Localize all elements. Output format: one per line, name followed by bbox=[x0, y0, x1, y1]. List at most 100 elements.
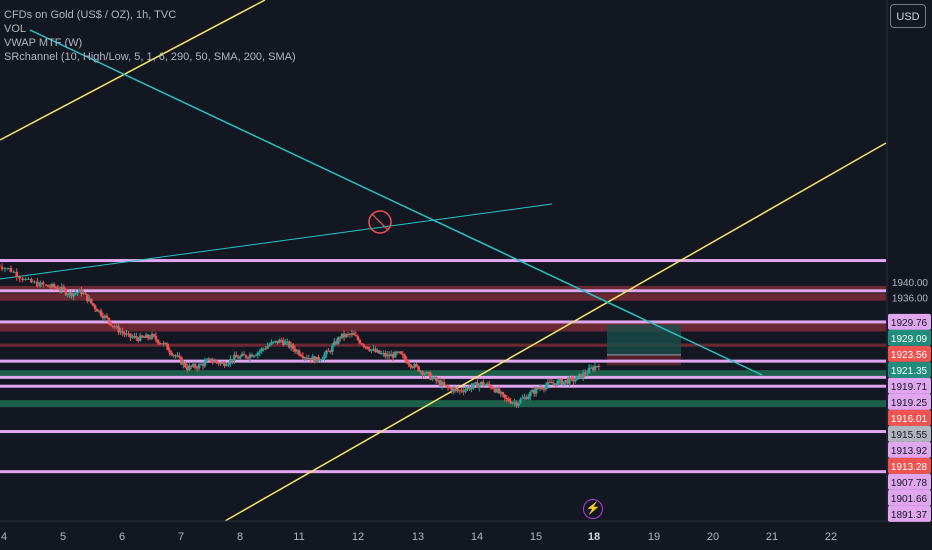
candle-down bbox=[280, 339, 283, 341]
price-label-bg bbox=[888, 345, 931, 362]
price-label: 1916.01 bbox=[891, 414, 928, 425]
x-tick-label: 6 bbox=[119, 531, 125, 543]
candle-up bbox=[513, 402, 516, 404]
candle-up bbox=[270, 342, 273, 345]
x-tick-label: 5 bbox=[60, 531, 66, 543]
candle-down bbox=[346, 334, 350, 336]
candle-down bbox=[168, 350, 171, 353]
candle-down bbox=[554, 383, 558, 386]
candle-up bbox=[530, 390, 534, 393]
trendline-cyan-rising[interactable] bbox=[0, 203, 553, 280]
candle-up bbox=[311, 356, 315, 361]
candle-up bbox=[587, 367, 591, 374]
x-axis[interactable]: 4 5 6 7 8 11 12 13 14 15 18 19 20 21 22 bbox=[0, 520, 932, 543]
candle-up bbox=[389, 354, 393, 357]
candle-down bbox=[105, 315, 109, 318]
trendline-yellow-lower[interactable] bbox=[224, 142, 887, 522]
candle-down bbox=[178, 355, 181, 358]
candle-down bbox=[532, 390, 536, 394]
candle-up bbox=[50, 284, 54, 288]
price-label-bg bbox=[888, 313, 931, 330]
candle-up bbox=[274, 340, 277, 342]
candle-up bbox=[511, 402, 514, 404]
candle-down bbox=[427, 371, 430, 373]
candle-down bbox=[146, 334, 150, 338]
candle-up bbox=[397, 351, 401, 353]
candle-down bbox=[597, 366, 601, 368]
indicator-srchannel[interactable]: SRchannel (10, High/Low, 5, 1, 6, 290, 5… bbox=[4, 51, 296, 63]
candle-down bbox=[550, 382, 554, 384]
candle-down bbox=[566, 379, 569, 384]
candle-down bbox=[329, 351, 332, 353]
candle-down bbox=[489, 385, 493, 389]
candle-down bbox=[154, 335, 158, 340]
price-label: 1929.76 bbox=[891, 318, 928, 329]
candle-down bbox=[136, 338, 140, 342]
indicator-vwap[interactable]: VWAP MTF (W) bbox=[4, 37, 83, 49]
candles-layer bbox=[0, 263, 601, 409]
candle-down bbox=[62, 286, 66, 290]
zones-layer bbox=[0, 285, 886, 408]
candle-up bbox=[229, 358, 232, 364]
candle-down bbox=[395, 351, 399, 353]
candle-down bbox=[158, 343, 162, 345]
candle-up bbox=[125, 333, 128, 335]
candle-up bbox=[332, 341, 336, 346]
candle-down bbox=[442, 382, 446, 385]
candle-up bbox=[213, 360, 217, 362]
candle-up bbox=[474, 382, 477, 384]
candle-up bbox=[466, 387, 469, 390]
candle-down bbox=[540, 387, 544, 389]
candle-up bbox=[38, 282, 42, 287]
candle-down bbox=[164, 342, 168, 344]
candle-down bbox=[317, 356, 320, 361]
trendline-cyan-falling[interactable] bbox=[29, 29, 763, 376]
candle-up bbox=[478, 384, 481, 388]
candle-down bbox=[18, 277, 21, 279]
candle-up bbox=[303, 357, 307, 359]
candle-down bbox=[358, 339, 362, 344]
candle-down bbox=[111, 325, 115, 327]
trade-target-area[interactable] bbox=[607, 324, 681, 355]
candle-down bbox=[481, 381, 485, 386]
trendlines-layer[interactable] bbox=[0, 0, 887, 522]
x-tick-label: 14 bbox=[471, 531, 483, 543]
x-tick-label: 15 bbox=[530, 531, 542, 543]
candle-up bbox=[321, 358, 324, 360]
symbol-title[interactable]: CFDs on Gold (US$ / OZ), 1h, TVC bbox=[4, 9, 177, 21]
x-tick-label: 4 bbox=[1, 531, 7, 543]
x-tick-label: 20 bbox=[707, 531, 719, 543]
candle-up bbox=[589, 367, 593, 369]
price-label-bg bbox=[888, 489, 931, 506]
lightning-icon[interactable]: ⚡ bbox=[583, 499, 603, 519]
candle-up bbox=[150, 334, 154, 339]
trendline-yellow-upper[interactable] bbox=[0, 0, 266, 141]
currency-button[interactable]: USD bbox=[890, 4, 926, 28]
candle-up bbox=[240, 353, 244, 357]
candle-down bbox=[368, 349, 371, 351]
candle-down bbox=[448, 387, 452, 389]
candle-up bbox=[527, 396, 530, 400]
candle-down bbox=[180, 357, 183, 365]
level-line bbox=[0, 470, 886, 474]
levels-layer bbox=[0, 259, 886, 474]
candle-down bbox=[362, 344, 365, 347]
candle-down bbox=[366, 346, 369, 350]
candle-down bbox=[201, 364, 205, 367]
price-label-bg bbox=[888, 377, 931, 394]
candle-up bbox=[197, 364, 201, 369]
candle-down bbox=[444, 384, 448, 386]
price-label: 1929.09 bbox=[891, 334, 928, 345]
candle-up bbox=[191, 363, 195, 367]
candle-down bbox=[313, 356, 316, 363]
candle-up bbox=[256, 352, 260, 356]
candle-up bbox=[325, 350, 328, 355]
candle-up bbox=[585, 373, 589, 375]
candle-down bbox=[415, 363, 418, 367]
candle-down bbox=[221, 362, 224, 364]
candle-up bbox=[266, 345, 269, 349]
candle-up bbox=[436, 380, 440, 382]
indicator-vol[interactable]: VOL bbox=[4, 23, 27, 35]
price-label: 1891.37 bbox=[891, 510, 928, 521]
